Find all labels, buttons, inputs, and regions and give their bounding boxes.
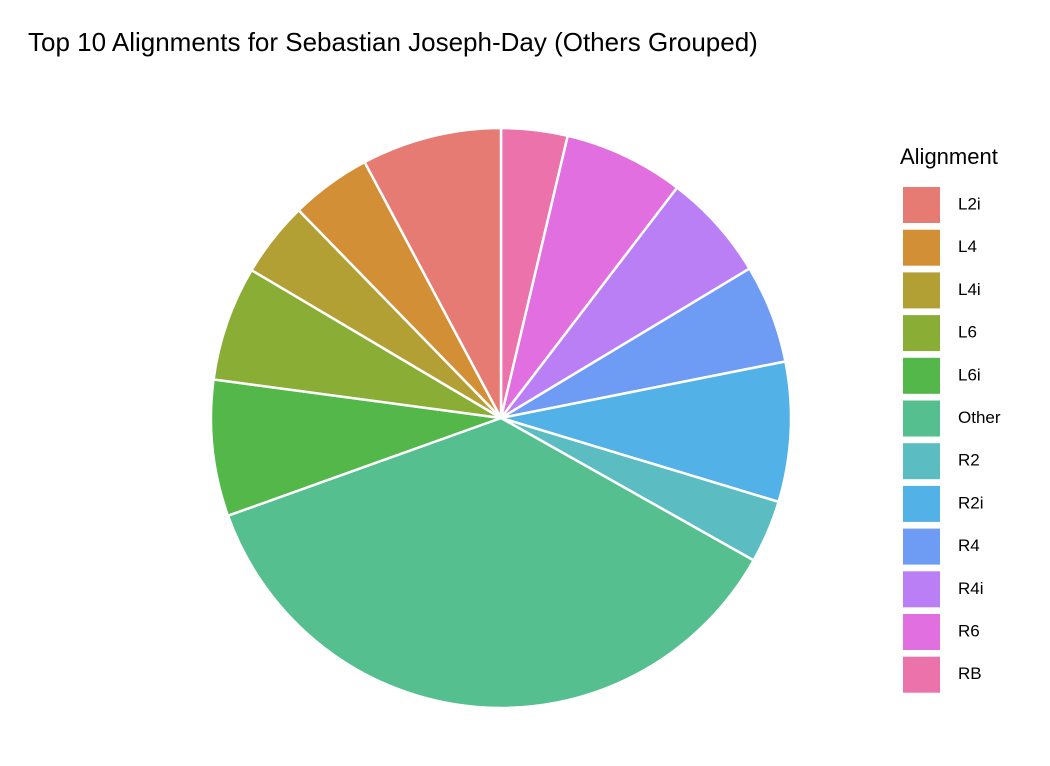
legend-label: Other — [958, 408, 1001, 427]
legend-label: L4i — [958, 280, 981, 299]
legend-label: R4 — [958, 536, 980, 555]
legend-key — [903, 357, 940, 394]
legend-key — [903, 528, 940, 565]
legend-key — [903, 229, 940, 266]
legend-label: L6i — [958, 365, 981, 384]
legend-key — [903, 272, 940, 309]
legend-label: L6 — [958, 323, 977, 342]
legend-label: R4i — [958, 579, 984, 598]
chart-title: Top 10 Alignments for Sebastian Joseph-D… — [28, 27, 758, 57]
legend-label: L2i — [958, 194, 981, 213]
legend-label: R2i — [958, 493, 984, 512]
pie-slice — [209, 378, 502, 518]
legend-key — [903, 656, 940, 693]
legend-title: Alignment — [900, 144, 998, 169]
legend-label: R6 — [958, 621, 980, 640]
pie-slice — [499, 134, 679, 419]
pie-slice — [212, 268, 502, 420]
legend-key — [903, 187, 940, 223]
pie-slice — [226, 416, 756, 710]
legend-key — [903, 614, 940, 650]
legend-label: RB — [958, 664, 982, 683]
pie-slice — [500, 360, 793, 504]
legend-label: R2 — [958, 451, 980, 470]
legend-label: L4 — [958, 237, 977, 256]
legend-key — [903, 485, 940, 522]
legend-key — [903, 400, 940, 437]
legend-key — [903, 571, 940, 608]
pie-slice — [362, 126, 503, 419]
legend-key — [903, 315, 940, 352]
legend-key — [903, 443, 940, 480]
